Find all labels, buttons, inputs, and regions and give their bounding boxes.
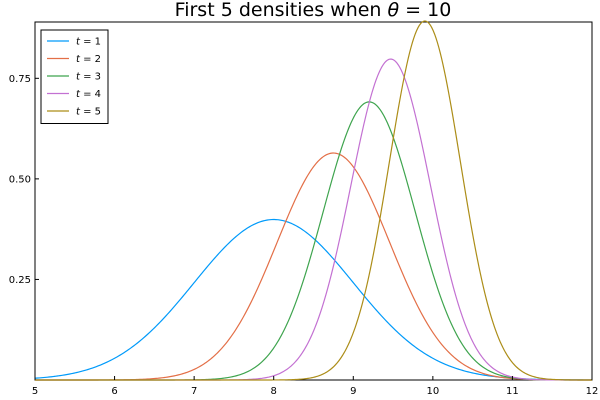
x-tick-label: 6 (111, 386, 117, 397)
y-tick-label: 0.50 (9, 174, 31, 185)
y-axis: 0.25 0.50 0.75 (9, 74, 39, 286)
plot-area: 5 6 7 8 9 10 11 12 0.25 0.50 0.75 (9, 20, 599, 397)
legend-label-t4: t = 4 (76, 89, 101, 100)
series-line-t3 (35, 101, 592, 381)
x-tick-label: 5 (32, 386, 38, 397)
legend-label-t5: t = 5 (76, 107, 101, 118)
legend-label-t3: t = 3 (76, 72, 101, 83)
x-tick-label: 12 (586, 386, 599, 397)
series-curves (34, 20, 593, 381)
series-line-t1 (34, 218, 593, 381)
y-tick-label: 0.75 (9, 74, 31, 85)
legend-box (40, 29, 109, 124)
x-tick-label: 9 (350, 386, 356, 397)
series-line-t2 (35, 152, 592, 381)
x-axis: 5 6 7 8 9 10 11 12 (32, 376, 599, 397)
legend: t = 1 t = 2 t = 3 t = 4 t = 5 (40, 29, 109, 124)
x-tick-label: 7 (191, 386, 197, 397)
chart-title-prefix: First 5 densities when (175, 0, 388, 21)
legend-label-t2: t = 2 (76, 54, 101, 65)
legend-label-t1: t = 1 (76, 37, 101, 48)
x-tick-label: 10 (426, 386, 439, 397)
plot-frame (34, 21, 593, 381)
chart-title-var: θ (388, 0, 400, 21)
series-line-t4 (35, 58, 592, 381)
y-tick-label: 0.25 (9, 275, 31, 286)
chart-title-suffix: = 10 (399, 0, 451, 21)
x-tick-label: 8 (271, 386, 277, 397)
series-line-t5 (35, 20, 592, 381)
chart-title: First 5 densities when θ = 10 (175, 0, 452, 21)
x-tick-label: 11 (506, 386, 519, 397)
